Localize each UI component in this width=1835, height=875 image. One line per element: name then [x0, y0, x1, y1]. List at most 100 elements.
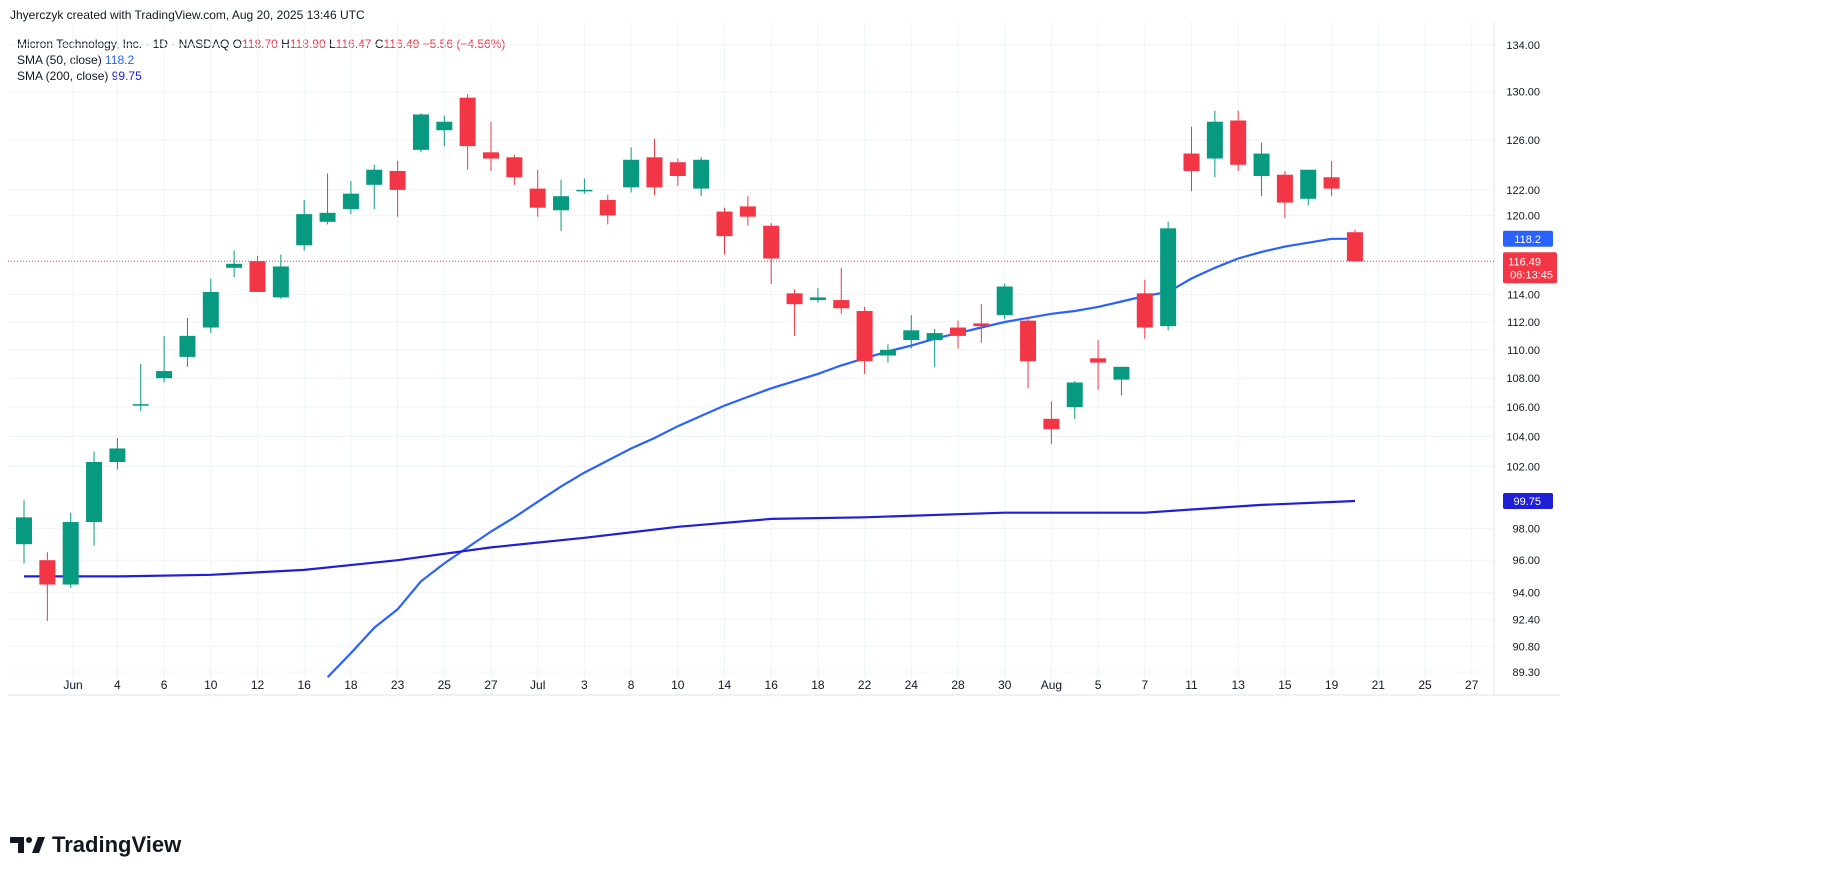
x-tick-label: 28	[951, 678, 965, 692]
candle-body	[1160, 228, 1177, 327]
candle-body	[576, 189, 593, 192]
x-tick-label: 4	[114, 678, 121, 692]
y-tick-label: 106.00	[1506, 402, 1540, 414]
sma200-label: SMA (200, close)	[17, 69, 109, 83]
y-tick-label: 110.00	[1507, 345, 1540, 357]
sma50-line	[326, 237, 1355, 678]
y-tick-label: 130.00	[1506, 87, 1540, 99]
low-label: L	[328, 37, 336, 51]
candle-body	[879, 349, 896, 356]
candle-body	[389, 170, 406, 190]
x-tick-label: 13	[1232, 678, 1246, 692]
x-tick-label: 21	[1372, 678, 1386, 692]
sma200-price-label: 99.75	[1513, 496, 1541, 508]
tradingview-logo-icon	[10, 837, 45, 853]
candle-body	[86, 461, 103, 523]
candle-body	[996, 286, 1013, 316]
candle-body	[39, 560, 56, 585]
y-tick-label: 108.00	[1506, 373, 1540, 385]
candle-body	[202, 291, 219, 328]
candle-body	[483, 152, 499, 159]
y-tick-label: 126.00	[1506, 135, 1540, 147]
candle-body	[599, 200, 616, 216]
candle-body	[669, 162, 686, 176]
candle-body	[296, 214, 313, 246]
y-tick-label: 134.00	[1506, 40, 1540, 52]
last-price-label: 116.49	[1508, 256, 1541, 268]
sma50-price-label-bg	[1503, 230, 1553, 247]
candle-body	[1276, 174, 1293, 203]
ohlc-row[interactable]: Micron Technology, Inc. · 1D · NASDAQ O1…	[17, 36, 505, 52]
x-tick-label: 8	[628, 678, 635, 692]
sma200-price-label-bg	[1503, 492, 1553, 509]
x-tick-label: 25	[1418, 678, 1432, 692]
candle-body	[109, 448, 126, 462]
high-label: H	[281, 37, 290, 51]
candle-body	[1113, 366, 1130, 380]
x-tick-label: 3	[581, 678, 588, 692]
symbol-name[interactable]: Micron Technology, Inc. · 1D · NASDAQ	[17, 37, 230, 51]
low-value: 116.47	[335, 37, 372, 51]
candle-body	[926, 333, 943, 341]
x-tick-label: 6	[161, 678, 168, 692]
y-tick-label: 96.00	[1512, 555, 1540, 567]
candle-body	[856, 311, 873, 362]
candle-body	[1136, 293, 1153, 328]
candle-body	[739, 206, 756, 217]
x-tick-label: 18	[344, 678, 358, 692]
candle-body	[1183, 153, 1200, 171]
candle-body	[1300, 169, 1317, 199]
x-tick-label: 10	[204, 678, 218, 692]
candle-body	[366, 169, 383, 185]
sma50-legend-row[interactable]: SMA (50, close) 118.2	[17, 52, 505, 68]
candle-body	[1066, 382, 1083, 408]
candle-body	[459, 97, 476, 147]
x-tick-label: Aug	[1041, 678, 1062, 692]
y-tick-label: 112.00	[1507, 317, 1540, 329]
candle-body	[156, 371, 173, 379]
x-tick-label: 25	[438, 678, 452, 692]
close-label: C	[374, 37, 384, 51]
close-value: 116.49	[383, 37, 420, 51]
y-tick-label: 94.00	[1512, 588, 1540, 600]
x-tick-label: Jul	[530, 678, 545, 692]
candle-body	[973, 323, 990, 327]
candle-body	[903, 330, 920, 341]
x-tick-label: 10	[671, 678, 685, 692]
x-tick-label: 30	[998, 678, 1012, 692]
candle-body	[1020, 320, 1037, 362]
x-tick-label: 16	[298, 678, 312, 692]
x-tick-label: 7	[1141, 678, 1148, 692]
candle-body	[529, 188, 546, 208]
candle-body	[693, 159, 710, 189]
candle-body	[226, 263, 243, 268]
tradingview-brand[interactable]: TradingView	[10, 832, 181, 858]
brand-name: TradingView	[52, 832, 182, 857]
sma200-value: 99.75	[111, 69, 142, 83]
x-tick-label: Jun	[63, 678, 82, 692]
x-tick-label: 24	[905, 678, 919, 692]
candle-body	[716, 211, 733, 237]
x-tick-label: 19	[1325, 678, 1339, 692]
x-tick-label: 5	[1095, 678, 1102, 692]
x-tick-label: 12	[251, 678, 265, 692]
countdown-label: 06:13:45	[1510, 269, 1553, 281]
candle-body	[809, 297, 826, 301]
candle-body	[1253, 153, 1270, 176]
y-tick-label: 98.00	[1512, 523, 1540, 535]
candle-body	[1090, 358, 1107, 363]
candle-body	[342, 193, 359, 209]
attribution-text: Jhyerczyk created with TradingView.com, …	[10, 8, 365, 22]
sma200-legend-row[interactable]: SMA (200, close) 99.75	[17, 68, 505, 84]
y-tick-label: 104.00	[1506, 432, 1540, 444]
candle-body	[436, 121, 453, 131]
candle-body	[1043, 418, 1060, 430]
y-tick-label: 89.30	[1512, 667, 1540, 679]
candle-body	[950, 327, 966, 336]
x-tick-label: 15	[1278, 678, 1292, 692]
candle-body	[506, 157, 523, 178]
candle-body	[62, 522, 79, 585]
x-tick-label: 27	[1465, 678, 1479, 692]
candle-body	[1346, 232, 1363, 262]
